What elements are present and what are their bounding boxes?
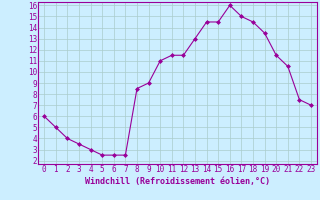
X-axis label: Windchill (Refroidissement éolien,°C): Windchill (Refroidissement éolien,°C)	[85, 177, 270, 186]
